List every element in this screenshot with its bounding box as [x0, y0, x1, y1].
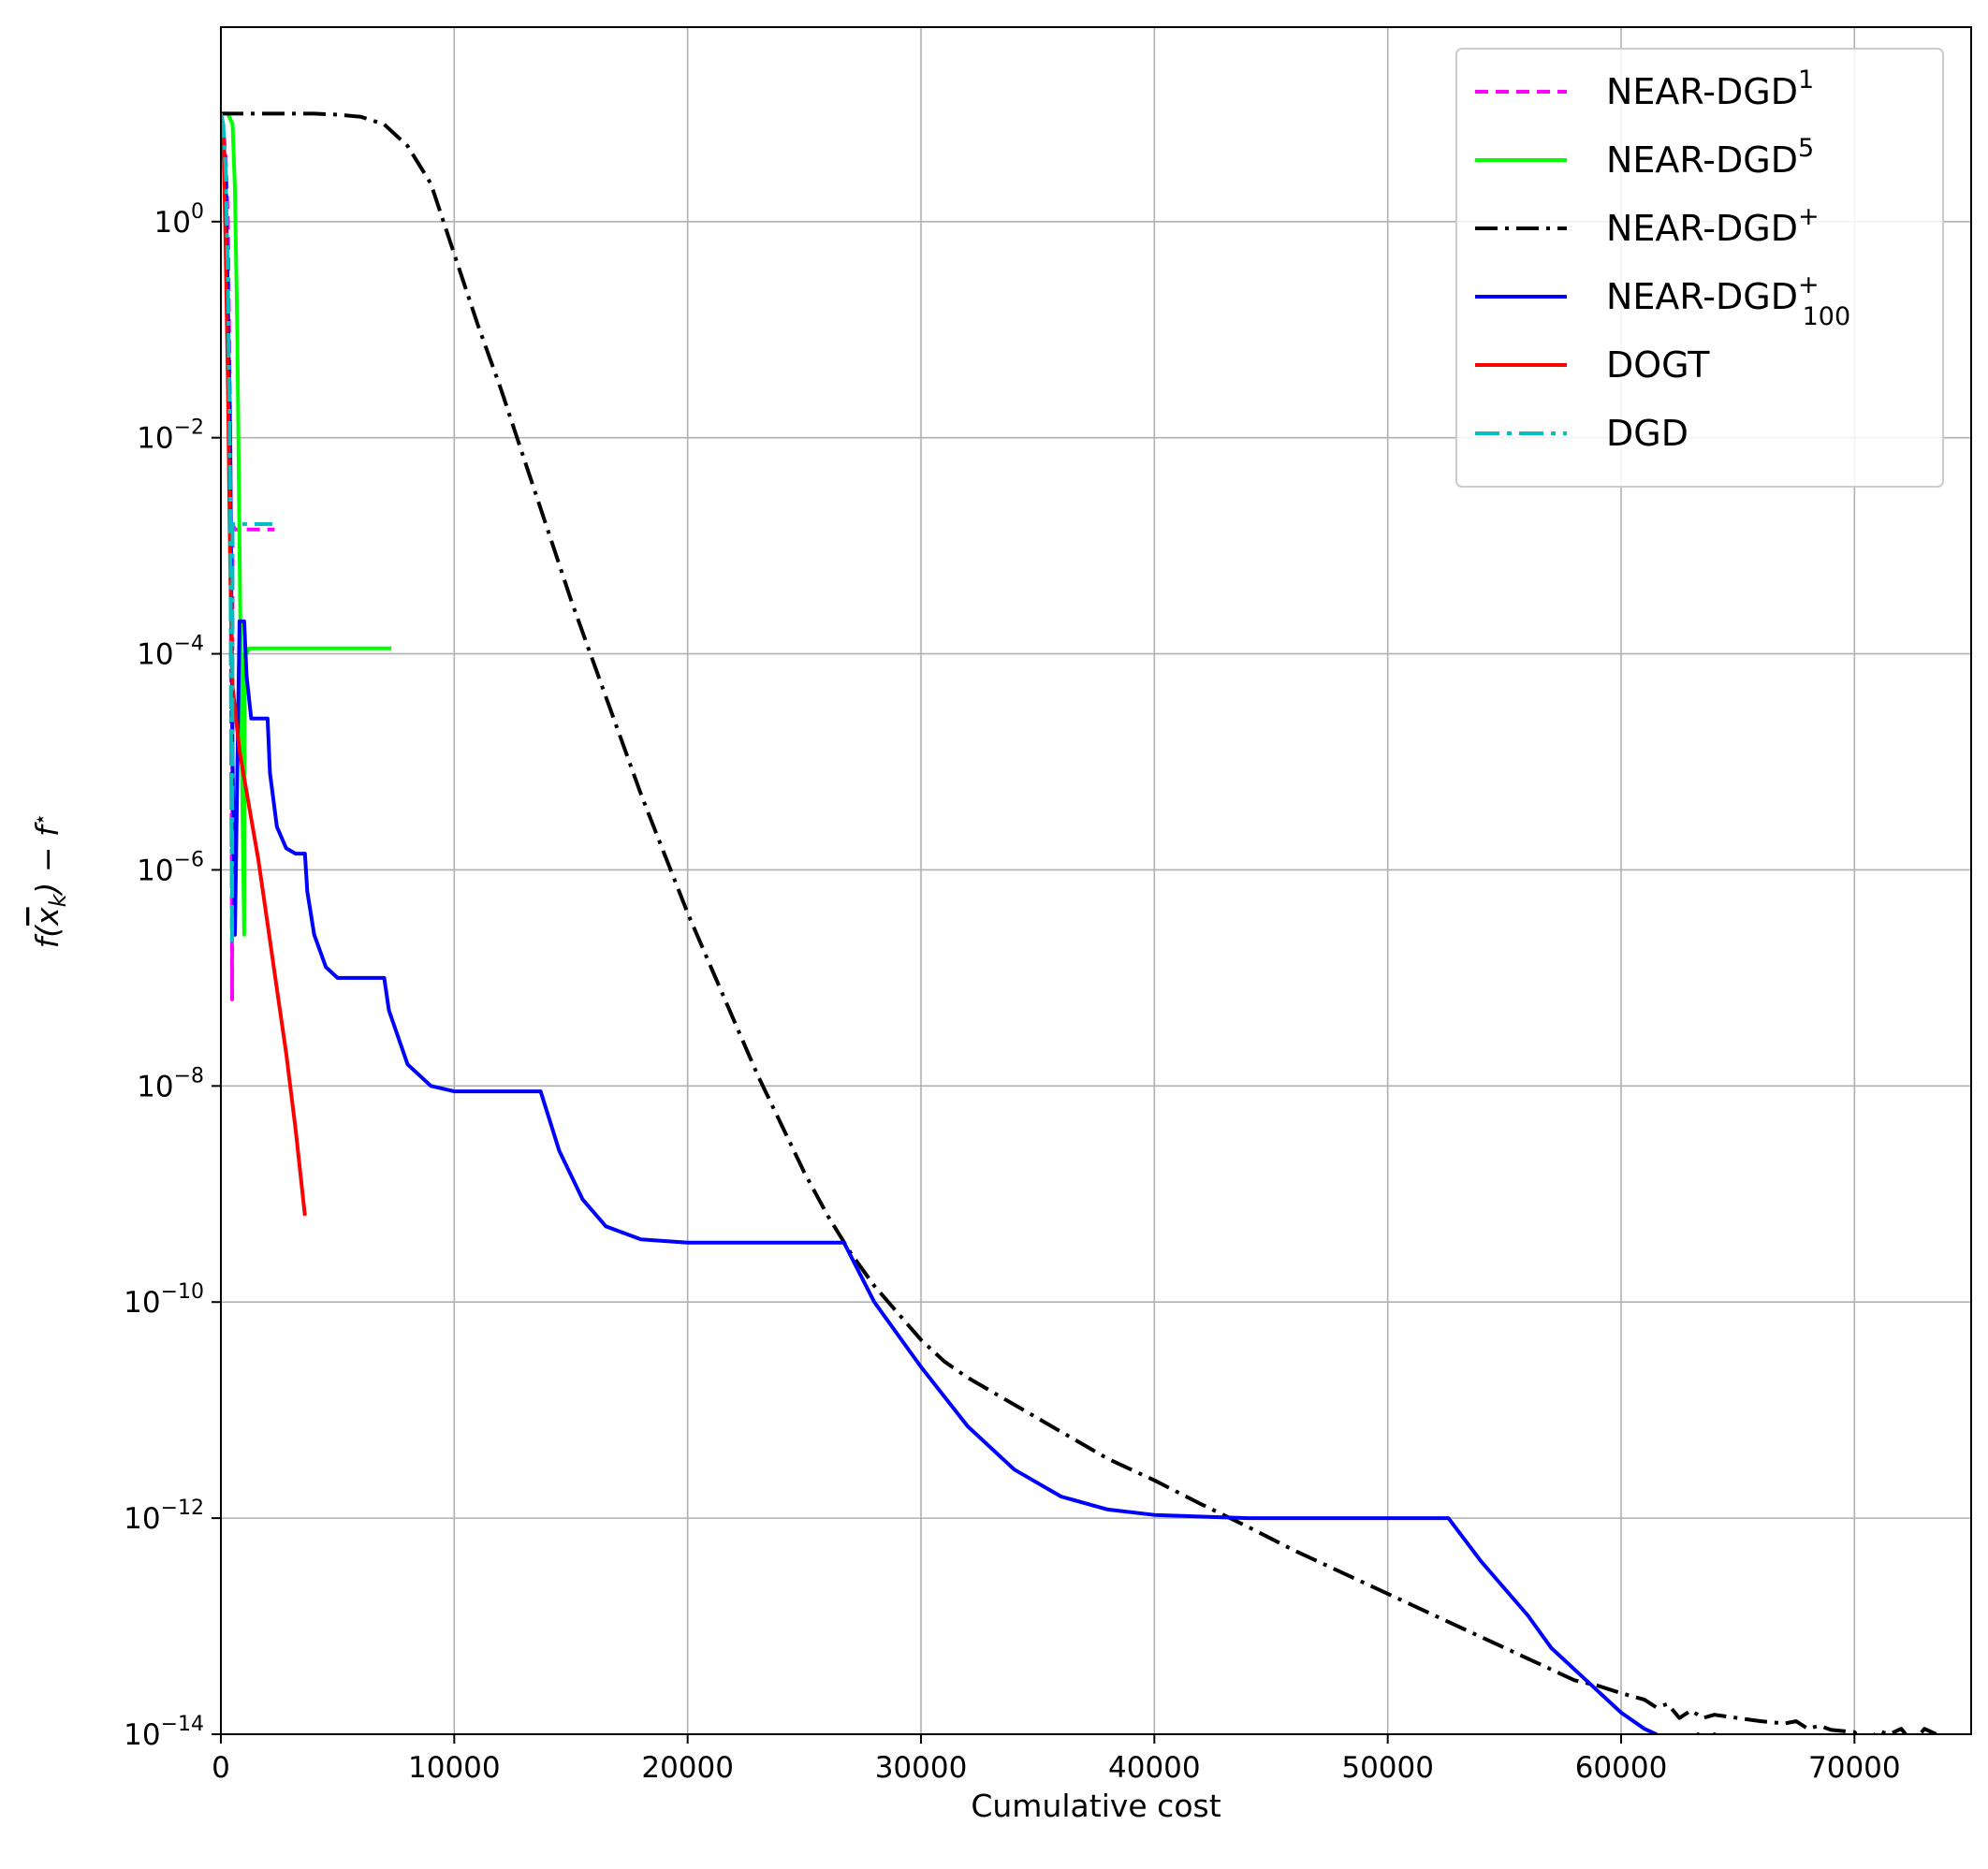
x-tick-label: 50000: [1341, 1751, 1434, 1785]
legend-label: DOGT: [1606, 344, 1710, 386]
y-tick-label: 10−14: [124, 1713, 204, 1752]
y-tick-label: 100: [154, 200, 204, 240]
x-tick-label: 20000: [641, 1751, 734, 1785]
x-tick-label: 30000: [875, 1751, 968, 1785]
legend-box: [1455, 48, 1944, 488]
series-line-6: [221, 112, 272, 948]
legend-label: NEAR-DGD+: [1606, 202, 1820, 249]
x-tick-label: 40000: [1108, 1751, 1201, 1785]
ticks: 0 10000 20000 30000 40000 50000 60000 70000 100 1…: [124, 200, 1901, 1785]
x-tick-label: 70000: [1808, 1751, 1901, 1785]
x-tick-label: 0: [212, 1751, 230, 1785]
grid: [220, 27, 1971, 1735]
legend-label: DGD: [1606, 413, 1688, 454]
legend-label: NEAR-DGD5: [1606, 134, 1814, 181]
legend-label: NEAR-DGD1: [1606, 66, 1814, 112]
x-tick-label: 60000: [1575, 1751, 1668, 1785]
series-group: [221, 111, 1937, 1734]
x-axis-label: Cumulative cost: [971, 1788, 1221, 1824]
series-line-3: [221, 111, 1937, 1734]
series-line-4: [221, 113, 1717, 1734]
plot-frame: [220, 26, 1972, 1735]
y-tick-label: 10−8: [137, 1064, 204, 1103]
y-tick-label: 10−12: [124, 1497, 204, 1536]
y-tick-label: 10−6: [137, 848, 204, 887]
x-tick-label: 10000: [408, 1751, 501, 1785]
y-tick-label: 10−10: [124, 1280, 204, 1320]
series-line-2: [221, 111, 391, 937]
y-axis-label: f(xk) − f⋆: [29, 813, 71, 949]
y-tick-label: 10−2: [137, 416, 204, 456]
y-tick-label: 10−4: [137, 633, 204, 672]
legend: NEAR-DGD1 NEAR-DGD5 NEAR-DGD+ NEAR-DGD+ 100 D…: [1455, 48, 1944, 488]
legend-label: NEAR-DGD+ 100: [1606, 270, 1850, 331]
